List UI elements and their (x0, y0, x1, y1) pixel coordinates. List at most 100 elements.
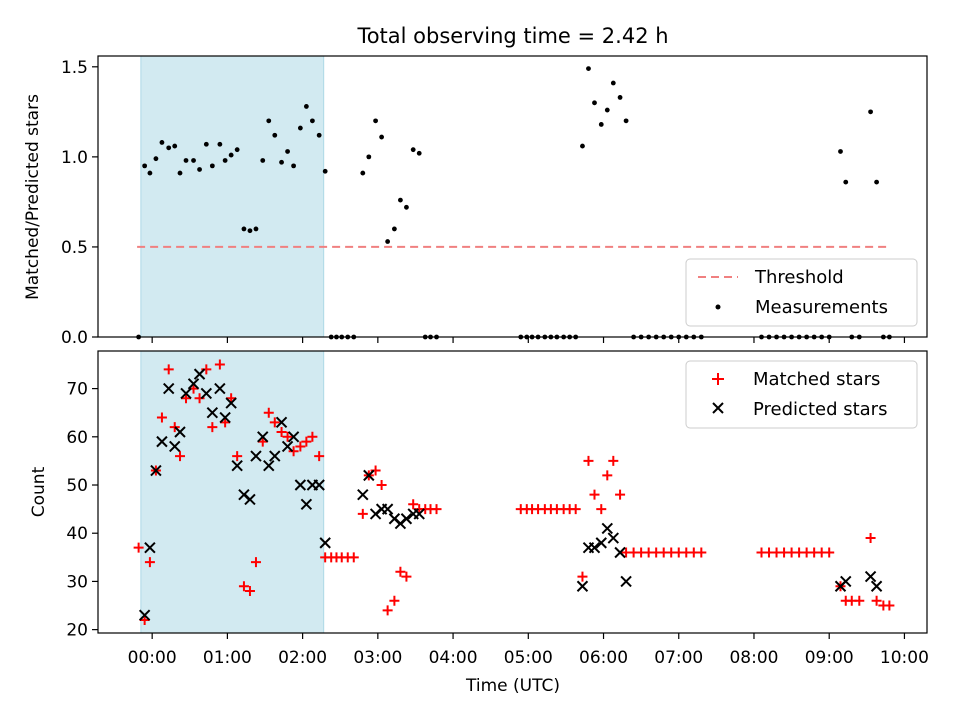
matched-star-point (602, 470, 613, 481)
measurement-point (580, 143, 585, 149)
top-legend: Threshold Measurements (685, 258, 918, 327)
predicted-star-point (363, 469, 375, 482)
bottom-y-tick-label: 50 (66, 476, 88, 496)
predicted-star-point (214, 382, 226, 395)
matched-star-point (348, 552, 359, 563)
measurement-point (623, 118, 629, 124)
predicted-star-point (263, 460, 275, 472)
measurement-point (183, 158, 189, 163)
measurement-point (379, 134, 385, 140)
predicted-star-point (250, 450, 262, 462)
top-y-tick-label: 1.5 (61, 58, 88, 78)
matched-star-point (214, 359, 225, 370)
matched-star-point (884, 600, 895, 611)
measurement-point (177, 170, 183, 176)
predicted-star-point (870, 580, 883, 592)
predicted-star-point (400, 513, 413, 525)
matched-star-point (269, 417, 280, 428)
top-y-tick-label: 1.0 (61, 148, 88, 168)
predicted-star-point (150, 464, 162, 477)
predicted-star-point (231, 460, 243, 472)
measurement-point (153, 156, 159, 162)
bottom-y-tick-label: 20 (66, 621, 88, 641)
matched-star-point (250, 557, 261, 568)
measurement-point (279, 159, 284, 165)
measurement-point (391, 226, 397, 232)
predicted-star-point (187, 378, 200, 390)
matched-star-point (871, 595, 882, 606)
x-axis-label: Time (UTC) (465, 676, 560, 696)
measurement-point (222, 158, 228, 163)
observing-window-shade (140, 55, 325, 338)
measurement-point (385, 239, 391, 244)
predicted-star-point (174, 426, 186, 438)
x-tick-label: 04:00 (429, 648, 478, 668)
matched-star-point (263, 407, 274, 418)
matched-star-point (288, 446, 299, 457)
measurement-point (260, 158, 266, 163)
predicted-star-point (281, 440, 294, 453)
chart-title: Total observing time = 2.42 h (356, 24, 668, 48)
predicted-star-point (219, 411, 231, 424)
matched-star-point (431, 504, 442, 515)
predicted-star-point (275, 416, 288, 429)
observing-window-shade (140, 350, 325, 634)
matched-stars-legend-label: Matched stars (753, 369, 880, 390)
matched-star-point (238, 581, 249, 592)
measurement-point (228, 152, 234, 158)
matched-star-point (357, 508, 368, 519)
matched-star-point (314, 451, 325, 462)
matched-star-point (282, 431, 293, 442)
predicted-star-point (607, 532, 620, 544)
predicted-star-point (381, 503, 394, 515)
matched-star-point (220, 417, 231, 428)
predicted-star-point (620, 575, 632, 588)
measurement-point (598, 122, 604, 127)
bottom-panel-plot (133, 350, 895, 634)
top-x-ticks (151, 337, 906, 343)
x-tick-label: 08:00 (729, 648, 778, 668)
matched-star-point (395, 566, 406, 577)
x-tick-label: 03:00 (353, 648, 402, 668)
bottom-x-axis: 00:00 01:00 02:00 03:00 04:00 05:00 06:00 07:00… (128, 633, 929, 668)
bottom-y-tick-label: 40 (66, 524, 88, 544)
predicted-star-point (200, 387, 213, 400)
matched-star-point (376, 480, 387, 491)
matched-star-point (301, 436, 312, 447)
predicted-star-point (144, 541, 156, 554)
matched-star-point (139, 614, 150, 625)
matched-star-point (307, 431, 318, 442)
matched-star-point (276, 426, 287, 437)
measurement-point (191, 158, 196, 163)
predicted-star-point (576, 580, 589, 592)
top-y-axis: 0.0 0.5 1.0 1.5 (61, 58, 98, 348)
measurement-point (604, 107, 610, 113)
top-y-axis-label: Matched/Predicted stars (23, 94, 43, 300)
measurement-point (285, 149, 290, 154)
predicted-stars-legend-label: Predicted stars (753, 399, 887, 420)
measurement-point (142, 163, 148, 169)
matched-star-point (174, 451, 185, 462)
predicted-star-point (180, 387, 192, 400)
measurement-point (316, 132, 322, 138)
measurement-point (253, 226, 259, 232)
measurement-point (247, 228, 253, 234)
measurement-point (266, 118, 272, 124)
matched-star-point (570, 504, 581, 515)
matched-star-point (133, 542, 144, 553)
predicted-star-point (864, 570, 877, 583)
predicted-stars-legend-swatch (712, 402, 724, 414)
measurement-point (172, 143, 178, 149)
x-tick-label: 09:00 (805, 648, 854, 668)
measurement-point (159, 140, 165, 145)
predicted-star-point (244, 493, 256, 506)
matched-star-point (389, 595, 400, 606)
predicted-star-point (614, 546, 626, 559)
matched-star-point (583, 455, 594, 466)
measurements-legend-label: Measurements (755, 297, 888, 318)
measurement-point (843, 179, 849, 185)
top-legend-box (685, 258, 918, 327)
measurement-point (297, 125, 303, 131)
matched-star-point (370, 465, 381, 476)
